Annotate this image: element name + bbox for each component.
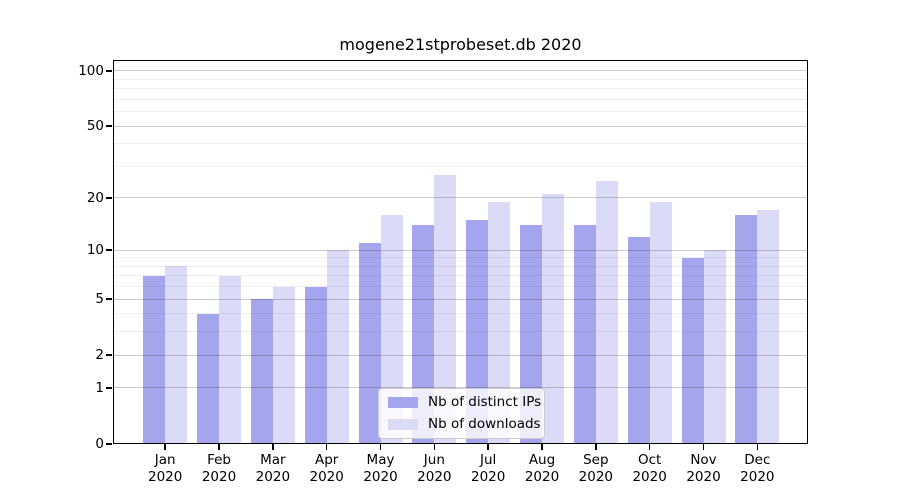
minor-gridline-70 <box>113 98 808 100</box>
y-tick-label-10: 10 <box>86 242 104 259</box>
legend-entry-downloads: Nb of downloads <box>388 417 541 432</box>
y-tick-20 <box>106 197 112 199</box>
x-tick-jan <box>164 444 166 450</box>
y-tick-label-20: 20 <box>86 189 104 206</box>
y-tick-label-100: 100 <box>78 62 104 79</box>
y-tick-0 <box>106 443 112 445</box>
y-tick-50 <box>106 125 112 127</box>
plot-area <box>113 60 808 444</box>
gridline-2 <box>113 354 808 356</box>
gridline-20 <box>113 197 808 199</box>
x-tick-jun <box>433 444 436 450</box>
gridline-10 <box>113 249 808 251</box>
bar-downloads-jul <box>488 201 511 444</box>
x-tick-oct <box>648 444 651 450</box>
minor-gridline-8 <box>113 265 808 267</box>
y-tick-1 <box>106 387 112 389</box>
x-tick-label-sep: Sep 2020 <box>578 452 613 485</box>
x-tick-aug <box>541 444 543 450</box>
x-tick-label-jun: Jun 2020 <box>417 452 452 485</box>
minor-gridline-4 <box>113 313 808 315</box>
legend-label-distinct-ips: Nb of distinct IPs <box>428 394 542 410</box>
x-tick-label-may: May 2020 <box>363 452 398 485</box>
bar-distinct-ips-may <box>358 243 381 444</box>
chart-title: mogene21stprobeset.db 2020 <box>339 35 582 54</box>
bar-distinct-ips-oct <box>627 236 650 444</box>
y-tick-5 <box>106 298 112 300</box>
bar-distinct-ips-apr <box>304 286 327 444</box>
gridline-5 <box>113 298 808 300</box>
y-tick-2 <box>106 354 112 356</box>
bar-downloads-apr <box>326 250 349 444</box>
bar-downloads-sep <box>595 180 618 444</box>
bar-downloads-dec <box>757 210 780 444</box>
bar-downloads-aug <box>542 194 564 444</box>
legend: Nb of distinct IPs Nb of downloads <box>378 388 545 439</box>
x-tick-nov <box>702 444 705 450</box>
bar-downloads-may <box>380 215 403 444</box>
y-tick-label-2: 2 <box>95 347 104 364</box>
x-tick-dec <box>756 444 759 450</box>
x-tick-label-nov: Nov 2020 <box>686 452 721 485</box>
minor-gridline-60 <box>113 111 808 113</box>
legend-entry-distinct-ips: Nb of distinct IPs <box>388 395 541 410</box>
legend-swatch-downloads <box>388 419 418 430</box>
y-tick-10 <box>106 249 112 251</box>
minor-gridline-90 <box>113 78 808 80</box>
bar-downloads-feb <box>219 275 242 444</box>
bar-distinct-ips-dec <box>735 215 758 444</box>
minor-gridline-40 <box>113 143 808 145</box>
y-tick-label-1: 1 <box>95 379 104 396</box>
minor-gridline-6 <box>113 286 808 288</box>
bar-distinct-ips-feb <box>197 313 220 444</box>
bar-downloads-oct <box>649 201 672 444</box>
x-tick-label-oct: Oct 2020 <box>632 452 667 485</box>
bar-distinct-ips-sep <box>573 225 596 444</box>
x-tick-label-apr: Apr 2020 <box>309 452 344 485</box>
gridline-100 <box>113 70 808 72</box>
bar-distinct-ips-jan <box>143 275 166 444</box>
x-tick-feb <box>218 444 220 450</box>
x-tick-label-jul: Jul 2020 <box>470 452 506 485</box>
x-tick-label-mar: Mar 2020 <box>255 452 291 485</box>
minor-gridline-3 <box>113 331 808 333</box>
y-tick-100 <box>106 70 112 72</box>
y-tick-label-0: 0 <box>95 436 104 452</box>
y-tick-label-5: 5 <box>95 291 104 308</box>
bar-downloads-nov <box>703 250 726 444</box>
gridline-50 <box>113 125 808 127</box>
minor-gridline-80 <box>113 88 808 90</box>
x-tick-label-jan: Jan 2020 <box>148 452 183 485</box>
bar-distinct-ips-mar <box>250 299 273 444</box>
gridline-1 <box>113 387 808 389</box>
legend-swatch-distinct-ips <box>388 397 418 408</box>
bar-distinct-ips-jul <box>466 219 489 444</box>
x-tick-label-aug: Aug 2020 <box>524 452 560 485</box>
x-tick-label-feb: Feb 2020 <box>201 452 237 485</box>
minor-gridline-7 <box>113 275 808 277</box>
bar-downloads-mar <box>272 286 295 444</box>
minor-gridline-9 <box>113 257 808 259</box>
x-tick-sep <box>595 444 597 450</box>
x-tick-may <box>379 444 382 450</box>
x-tick-jul <box>487 444 489 450</box>
x-tick-apr <box>325 444 328 450</box>
x-tick-mar <box>272 444 274 450</box>
legend-label-downloads: Nb of downloads <box>428 416 541 432</box>
x-tick-label-dec: Dec 2020 <box>740 452 775 485</box>
minor-gridline-30 <box>113 165 808 167</box>
bar-downloads-jun <box>434 174 457 444</box>
bar-downloads-jan <box>165 266 188 444</box>
y-tick-label-50: 50 <box>86 118 104 135</box>
bar-distinct-ips-nov <box>681 257 704 444</box>
